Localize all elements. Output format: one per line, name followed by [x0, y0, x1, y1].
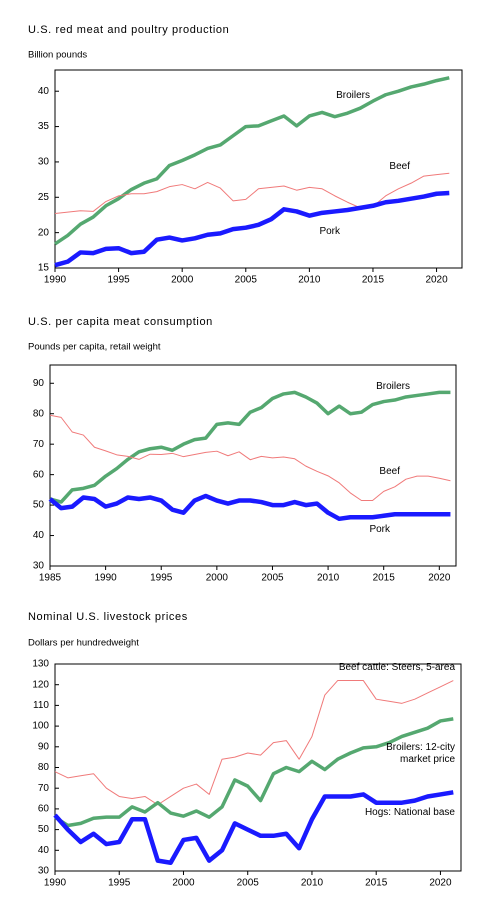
x-tick-label: 2005 — [235, 275, 258, 286]
x-tick-label: 2010 — [317, 573, 340, 584]
y-tick-label: 100 — [32, 721, 49, 732]
x-tick-label: 2020 — [425, 275, 448, 286]
y-tick-label: 120 — [32, 679, 49, 690]
y-tick-label: 15 — [38, 263, 50, 274]
chart-title: Nominal U.S. livestock prices — [28, 611, 188, 623]
series-line — [54, 717, 454, 828]
series-label: Hogs: National base — [364, 807, 455, 818]
y-tick-label: 20 — [38, 227, 50, 238]
y-tick-label: 130 — [32, 659, 49, 670]
x-tick-label: 2015 — [362, 275, 385, 286]
y-tick-label: 90 — [33, 378, 45, 389]
y-tick-label: 90 — [38, 741, 50, 752]
x-tick-label: 2010 — [298, 275, 321, 286]
y-tick-label: 70 — [33, 439, 45, 450]
x-tick-label: 2000 — [171, 275, 194, 286]
x-tick-label: 1990 — [44, 275, 67, 286]
series-label: Broilers — [336, 90, 370, 101]
y-tick-label: 80 — [38, 762, 50, 773]
y-tick-label: 35 — [38, 121, 50, 132]
plot-frame — [54, 69, 463, 269]
x-tick-label: 1985 — [39, 573, 62, 584]
series-line — [48, 493, 451, 522]
y-tick-label: 30 — [38, 157, 50, 168]
y-axis-label: Dollars per hundredweight — [28, 638, 139, 649]
series-label: Beef — [379, 466, 400, 477]
y-tick-label: 40 — [38, 86, 50, 97]
series-line — [53, 790, 454, 865]
chart-title: U.S. red meat and poultry production — [28, 24, 229, 36]
x-tick-label: 2020 — [428, 573, 451, 584]
x-tick-label: 2020 — [429, 878, 452, 889]
series-line — [54, 680, 454, 806]
y-tick-label: 30 — [38, 866, 50, 877]
series-line — [49, 390, 451, 504]
x-tick-label: 1995 — [150, 573, 173, 584]
plot-frame — [54, 663, 462, 872]
x-tick-label: 2015 — [365, 878, 388, 889]
y-tick-label: 80 — [33, 408, 45, 419]
series-line — [54, 172, 450, 215]
y-tick-label: 25 — [38, 192, 50, 203]
series-label: Pork — [369, 524, 390, 535]
y-tick-label: 60 — [38, 804, 50, 815]
y-tick-label: 30 — [33, 561, 45, 572]
series-line — [54, 76, 450, 246]
y-tick-label: 40 — [33, 530, 45, 541]
series-label: Broilers: 12-city market price — [386, 742, 455, 765]
x-tick-label: 1990 — [94, 573, 117, 584]
y-tick-label: 50 — [33, 500, 45, 511]
y-tick-label: 40 — [38, 845, 50, 856]
x-tick-label: 2005 — [237, 878, 260, 889]
y-axis-label: Pounds per capita, retail weight — [28, 342, 161, 353]
x-tick-label: 2000 — [206, 573, 229, 584]
series-label: Beef cattle: Steers, 5-area — [338, 662, 455, 673]
series-label: Broilers — [376, 381, 410, 392]
plot-frame — [49, 364, 457, 567]
x-tick-label: 1990 — [44, 878, 67, 889]
x-tick-label: 1995 — [107, 275, 130, 286]
series-line — [49, 414, 451, 502]
y-tick-label: 70 — [38, 783, 50, 794]
x-tick-label: 2005 — [261, 573, 284, 584]
y-tick-label: 110 — [33, 700, 49, 711]
series-label: Pork — [319, 226, 340, 237]
x-tick-label: 2015 — [373, 573, 396, 584]
x-tick-label: 1995 — [108, 878, 131, 889]
series-line — [54, 190, 450, 268]
y-tick-label: 60 — [33, 469, 45, 480]
x-tick-label: 2000 — [172, 878, 195, 889]
chart-title: U.S. per capita meat consumption — [28, 316, 213, 328]
y-axis-label: Billion pounds — [28, 50, 87, 61]
y-tick-label: 50 — [38, 824, 50, 835]
x-tick-label: 2010 — [301, 878, 324, 889]
series-label: Beef — [389, 161, 410, 172]
